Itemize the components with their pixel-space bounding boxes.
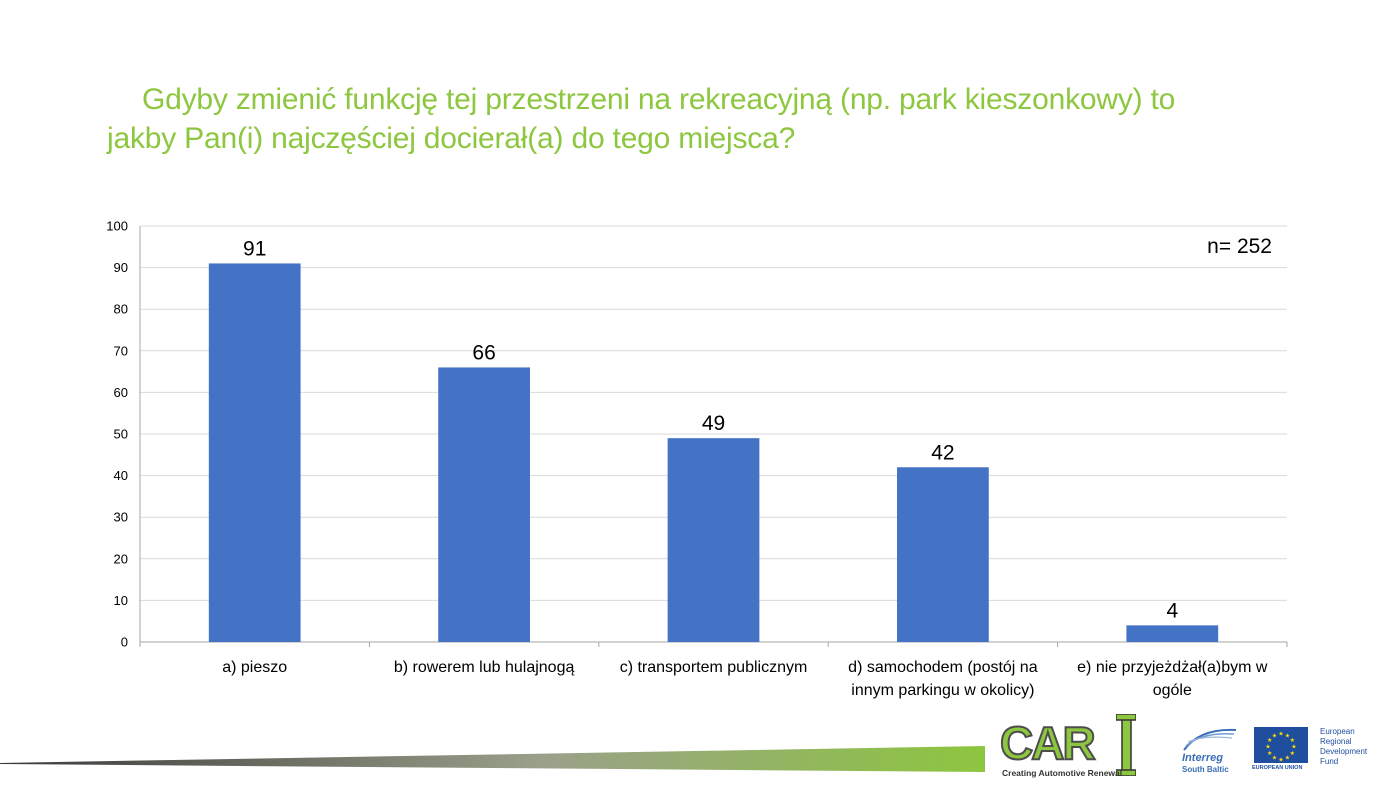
y-tick-label: 40	[114, 468, 128, 483]
car-logo-tagline: Creating Automotive Renewal	[1002, 768, 1123, 778]
y-tick-label: 70	[114, 343, 128, 358]
erdf-line-1: European	[1320, 727, 1355, 736]
bar	[667, 438, 760, 642]
y-tick-label: 80	[114, 302, 128, 317]
erdf-line-4: Fund	[1320, 757, 1339, 766]
svg-text:★: ★	[1290, 750, 1295, 757]
data-label: 49	[702, 412, 725, 435]
slide-title: Gdyby zmienić funkcję tej przestrzeni na…	[107, 80, 1307, 158]
x-tick-label: e) nie przyjeżdżał(a)bym w	[1077, 659, 1268, 676]
bar-chart: 0 10 20 30 40 50 60 70 80 90 100 91 a) pieszo 66 b) ro…	[106, 219, 1288, 699]
sample-size-annotation: n= 252	[1207, 235, 1272, 258]
x-tick-label: innym parkingu w okolicy)	[851, 682, 1034, 699]
car-logo-bar-icon	[1116, 714, 1136, 776]
x-tick-label: d) samochodem (postój na	[848, 659, 1038, 676]
svg-text:★: ★	[1267, 737, 1272, 744]
interreg-logo: Interreg South Baltic	[1176, 722, 1246, 778]
y-tick-label: 30	[114, 510, 128, 525]
x-tick-label: a) pieszo	[222, 659, 287, 676]
x-tick-label: ogóle	[1153, 682, 1192, 699]
data-label: 42	[931, 441, 954, 464]
erdf-line-3: Development	[1320, 747, 1368, 756]
svg-text:★: ★	[1278, 731, 1283, 738]
bar	[1126, 625, 1219, 642]
x-tick-label: c) transportem publicznym	[620, 659, 808, 676]
car-logo-text: CAR	[999, 716, 1097, 770]
svg-text:★: ★	[1265, 744, 1270, 751]
svg-text:★: ★	[1290, 737, 1295, 744]
svg-text:★: ★	[1291, 744, 1296, 751]
x-tick-label: b) rowerem lub hulajnogą	[394, 659, 575, 676]
svg-text:★: ★	[1267, 750, 1272, 757]
svg-text:★: ★	[1285, 732, 1290, 739]
data-label: 4	[1166, 599, 1178, 622]
svg-text:★: ★	[1285, 755, 1290, 762]
eu-logo: ★ ★ ★ ★ ★ ★ ★ ★ ★ ★ ★ ★ EUROPEAN UNION	[1252, 725, 1312, 775]
svg-text:★: ★	[1272, 732, 1277, 739]
eu-flag-icon: ★ ★ ★ ★ ★ ★ ★ ★ ★ ★ ★ ★	[1254, 727, 1308, 764]
y-tick-label: 100	[106, 219, 128, 234]
erdf-line-2: Regional	[1320, 737, 1352, 746]
y-tick-label: 10	[114, 593, 128, 608]
erdf-label: European Regional Development Fund	[1320, 727, 1390, 767]
interreg-subtitle: South Baltic	[1182, 765, 1229, 774]
title-line-2: jakby Pan(i) najczęściej docierał(a) do …	[107, 122, 796, 155]
svg-text:★: ★	[1278, 757, 1283, 764]
title-line-1: Gdyby zmienić funkcję tej przestrzeni na…	[142, 83, 1176, 116]
y-tick-label: 50	[114, 427, 128, 442]
eu-label: EUROPEAN UNION	[1252, 765, 1303, 771]
car-logo: CAR Creating Automotive Renewal	[999, 712, 1140, 782]
bar	[208, 263, 301, 642]
y-tick-label: 90	[114, 260, 128, 275]
svg-text:★: ★	[1272, 755, 1277, 762]
interreg-wave-icon	[1183, 728, 1237, 751]
data-label: 91	[243, 237, 266, 260]
footer-gradient-strip	[0, 746, 985, 772]
interreg-name: Interreg	[1182, 752, 1223, 764]
bar	[897, 467, 989, 642]
y-tick-label: 0	[121, 635, 128, 650]
y-tick-label: 20	[114, 551, 128, 566]
data-label: 66	[472, 341, 495, 364]
bar	[438, 367, 530, 642]
y-tick-label: 60	[114, 385, 128, 400]
